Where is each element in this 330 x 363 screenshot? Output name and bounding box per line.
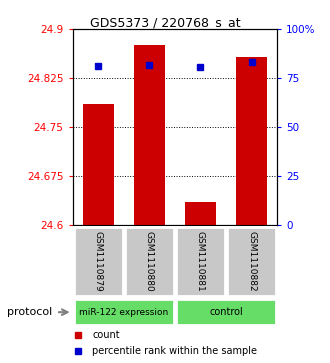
Text: control: control (209, 307, 243, 317)
Bar (236, 57, 267, 225)
Text: GSM1110880: GSM1110880 (145, 231, 154, 292)
Bar (227, 227, 276, 296)
Bar (74, 299, 174, 325)
Text: count: count (92, 330, 120, 340)
Bar (74, 227, 123, 296)
Text: GSM1110881: GSM1110881 (196, 231, 205, 292)
Bar (83, 104, 114, 225)
Bar (185, 202, 216, 225)
Text: GSM1110882: GSM1110882 (247, 231, 256, 292)
Text: miR-122 expression: miR-122 expression (79, 308, 168, 317)
Bar (176, 299, 276, 325)
Text: protocol: protocol (7, 307, 52, 317)
Bar (125, 227, 174, 296)
Text: percentile rank within the sample: percentile rank within the sample (92, 346, 257, 356)
Bar (134, 45, 165, 225)
Text: GSM1110879: GSM1110879 (94, 231, 103, 292)
Text: GDS5373 / 220768_s_at: GDS5373 / 220768_s_at (90, 16, 240, 29)
Bar (176, 227, 225, 296)
